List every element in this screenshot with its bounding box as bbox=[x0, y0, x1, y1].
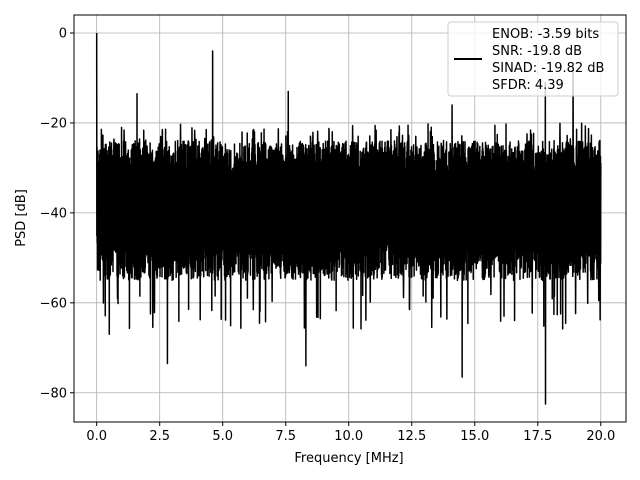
x-tick-label: 17.5 bbox=[523, 429, 552, 444]
x-tick-label: 12.5 bbox=[397, 429, 426, 444]
legend-line-sfdr: SFDR: 4.39 bbox=[492, 78, 564, 93]
x-tick-label: 0.0 bbox=[86, 429, 107, 444]
y-tick-label: −60 bbox=[40, 296, 67, 311]
psd-series-line bbox=[95, 32, 602, 405]
axes-frame bbox=[73, 14, 627, 423]
x-axis-title: Frequency [MHz] bbox=[294, 451, 403, 466]
x-tick-label: 7.5 bbox=[275, 429, 296, 444]
y-tick-label: 0 bbox=[59, 26, 67, 41]
x-tick-label: 2.5 bbox=[149, 429, 170, 444]
y-tick-label: −80 bbox=[40, 386, 67, 401]
plot-area bbox=[95, 32, 602, 405]
axes-border bbox=[73, 14, 627, 423]
x-tick-label: 10.0 bbox=[334, 429, 363, 444]
x-axis-ticks: 0.0 2.5 5.0 7.5 10.0 12.5 15.0 17.5 20.0 bbox=[86, 422, 615, 444]
legend-line-snr: SNR: -19.8 dB bbox=[492, 44, 582, 59]
legend-line-sinad: SINAD: -19.82 dB bbox=[492, 61, 604, 76]
legend-line-enob: ENOB: -3.59 bits bbox=[492, 27, 599, 42]
y-tick-label: −40 bbox=[40, 206, 67, 221]
x-tick-label: 20.0 bbox=[586, 429, 615, 444]
y-tick-label: −20 bbox=[40, 116, 67, 131]
legend: ENOB: -3.59 bits SNR: -19.8 dB SINAD: -1… bbox=[447, 21, 619, 97]
y-axis-title: PSD [dB] bbox=[14, 189, 29, 247]
y-axis-ticks: 0 −20 −40 −60 −80 bbox=[40, 26, 74, 401]
x-tick-label: 15.0 bbox=[460, 429, 489, 444]
legend-box bbox=[447, 21, 619, 97]
x-tick-label: 5.0 bbox=[212, 429, 233, 444]
